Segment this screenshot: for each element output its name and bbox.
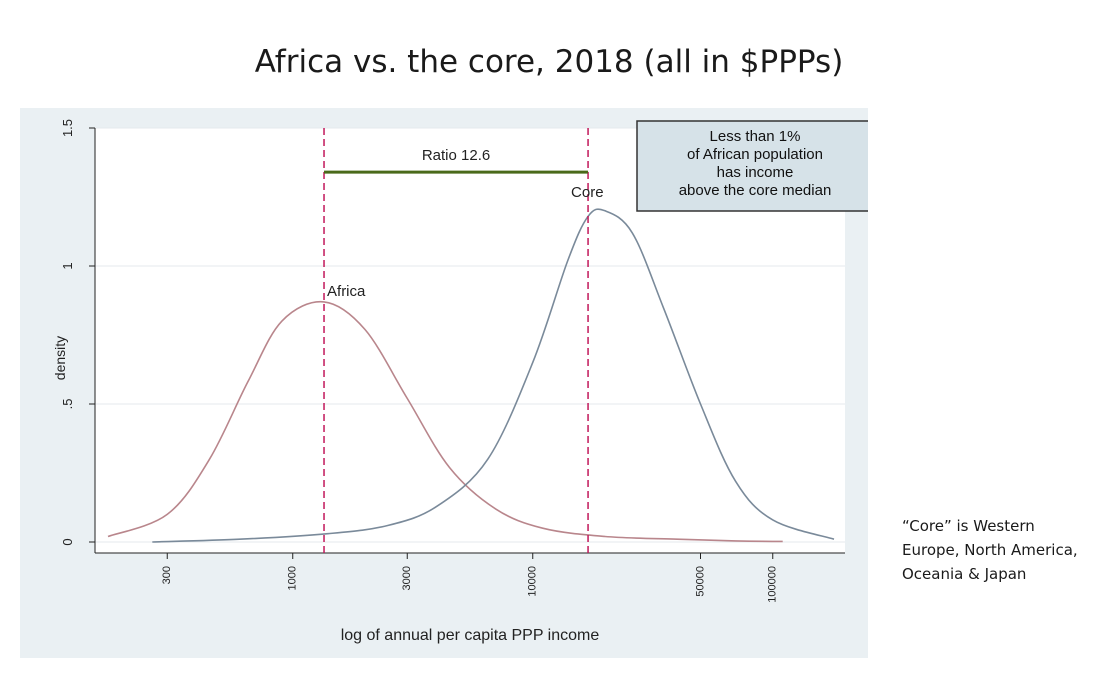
annotation-box: Less than 1% of African population has inc…: [636, 120, 874, 212]
annotation-text: Less than 1% of African population has inc…: [679, 128, 832, 199]
x-tick-label: 50000: [694, 566, 706, 597]
x-tick-label: 100000: [767, 566, 779, 603]
y-tick-label: 0: [60, 538, 75, 545]
series-label-core: Core: [571, 184, 604, 201]
y-tick-label: .5: [60, 399, 75, 410]
x-tick-label: 300: [161, 566, 173, 584]
y-axis-label: density: [52, 336, 68, 380]
chart-svg: 0 .5 1 1.5 300 1000 3000 10000 50000 100000 Afric…: [20, 108, 874, 658]
x-tick-label: 3000: [401, 566, 413, 590]
chart: 0 .5 1 1.5 300 1000 3000 10000 50000 100000 Afric…: [20, 108, 874, 658]
series-line-core: [152, 208, 835, 543]
series-layer: [107, 208, 835, 543]
y-tick-label: 1.5: [60, 119, 75, 137]
core-definition-note: “Core” is Western Europe, North America,…: [902, 517, 1078, 583]
label-layer: Africa Core Ratio 12.6: [327, 147, 604, 300]
y-tick-label: 1: [60, 262, 75, 269]
series-line-africa: [107, 300, 783, 543]
x-axis-label: log of annual per capita PPP income: [341, 627, 600, 644]
annotation-line: above the core median: [679, 182, 832, 199]
slide-title: Africa vs. the core, 2018 (all in $PPPs): [254, 44, 844, 80]
x-tick-label: 10000: [527, 566, 539, 597]
annotation-line: has income: [717, 164, 794, 181]
axis-layer: 0 .5 1 1.5 300 1000 3000 10000 50000 100000: [60, 119, 845, 603]
annotation-line: Less than 1%: [710, 128, 801, 145]
ratio-label: Ratio 12.6: [422, 147, 490, 164]
reference-layer: [323, 128, 589, 553]
series-label-africa: Africa: [327, 283, 366, 300]
x-tick-label: 1000: [287, 566, 299, 590]
annotation-line: of African population: [687, 146, 823, 163]
annotation-box-frame: [636, 120, 874, 212]
